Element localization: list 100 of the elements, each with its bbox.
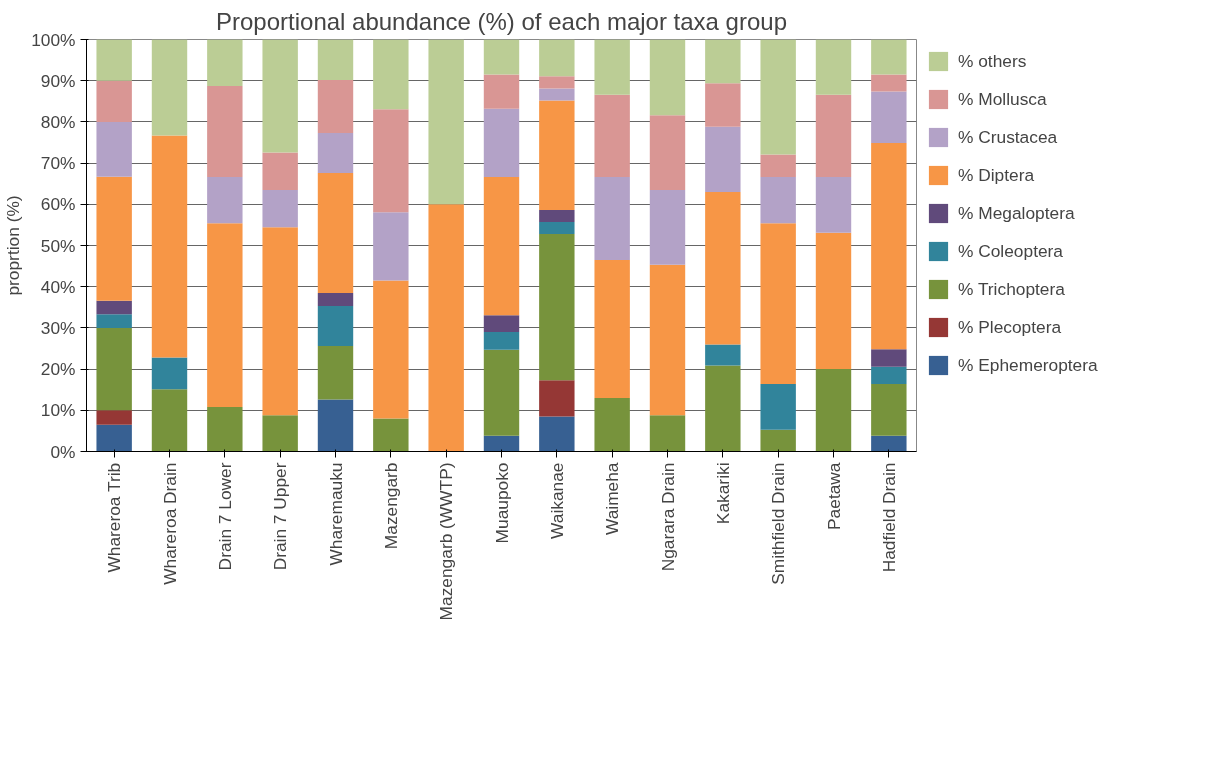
bar — [207, 39, 243, 87]
bar — [705, 83, 741, 127]
bar — [483, 39, 520, 75]
y-tick-label: 40% — [40, 276, 76, 297]
bar — [483, 74, 520, 109]
bar — [151, 39, 188, 136]
bar — [760, 177, 796, 224]
bar — [815, 39, 852, 95]
bar — [705, 126, 741, 192]
bar — [871, 366, 907, 384]
bar — [373, 212, 409, 281]
bar — [317, 172, 354, 293]
legend-label: % Mollusca — [958, 88, 1047, 110]
bar — [96, 39, 132, 81]
bar — [871, 142, 907, 350]
y-tick-label: 80% — [40, 111, 76, 132]
x-tick-label: Mazengarb — [380, 462, 401, 550]
bar — [539, 39, 575, 77]
bar — [649, 39, 686, 116]
bar — [317, 306, 354, 347]
bar — [262, 152, 298, 190]
bar — [151, 357, 188, 390]
bar — [428, 204, 464, 452]
bar — [96, 80, 132, 122]
bar — [539, 222, 575, 234]
x-tick-label: Waikanae — [546, 462, 567, 539]
y-tick-label: 70% — [40, 153, 76, 174]
chart-title: Proportional abundance (%) of each major taxa group — [216, 7, 788, 35]
bar — [96, 121, 132, 177]
bar — [483, 177, 520, 316]
bar — [705, 191, 741, 345]
bar — [594, 259, 630, 398]
x-tick-label: Whareroa Drain — [159, 462, 180, 585]
bar — [96, 410, 132, 425]
x-tick-label: Waimeha — [602, 462, 623, 536]
bar — [96, 176, 132, 301]
x-tick-label: Drain 7 Lower — [214, 462, 235, 571]
bar — [96, 314, 132, 328]
bar — [815, 177, 852, 233]
bar — [317, 346, 354, 400]
bar — [96, 327, 132, 411]
bar — [871, 91, 907, 143]
bar — [705, 39, 741, 84]
bar — [760, 223, 796, 384]
bar — [705, 344, 741, 366]
bar — [871, 39, 907, 75]
bar — [317, 133, 354, 173]
bar — [151, 135, 188, 358]
x-tick-label: Smithfield Drain — [768, 462, 789, 585]
bar — [96, 300, 132, 315]
bar — [594, 397, 630, 452]
bar — [871, 349, 907, 367]
bar — [262, 39, 298, 153]
bar — [705, 365, 741, 452]
bar — [760, 429, 796, 452]
x-tick-label: Hadfield Drain — [878, 462, 899, 573]
legend-label: % Diptera — [958, 164, 1035, 186]
bar — [483, 349, 520, 436]
bar — [649, 115, 686, 190]
bar — [207, 223, 243, 407]
bar — [483, 435, 520, 452]
bar — [262, 227, 298, 416]
bar — [539, 88, 575, 101]
bar — [262, 189, 298, 228]
bar — [262, 415, 298, 452]
bar — [96, 424, 132, 452]
y-tick-label: 100% — [31, 29, 76, 50]
y-axis-title: proprtion (%) — [3, 195, 24, 296]
bar — [373, 39, 409, 110]
y-tick-label: 0% — [50, 441, 76, 462]
bar — [317, 292, 354, 307]
bar — [815, 369, 852, 452]
x-tick-label: Ngarara Drain — [657, 462, 678, 572]
bar — [207, 86, 243, 178]
bar — [373, 280, 409, 419]
bar — [649, 264, 686, 416]
bar — [815, 232, 852, 370]
bar — [373, 109, 409, 213]
x-tick-label: Whareroa Trib — [104, 462, 125, 573]
legend-label: % Megaloptera — [958, 202, 1075, 224]
bar — [594, 39, 630, 95]
bar — [760, 154, 796, 178]
bar — [649, 415, 686, 452]
bar — [760, 383, 796, 430]
bar — [317, 39, 354, 80]
y-tick-label: 30% — [40, 317, 76, 338]
x-tick-label: Kakariki — [712, 462, 733, 525]
bar — [594, 94, 630, 178]
bar — [539, 210, 575, 223]
bar — [539, 416, 575, 452]
bar — [539, 233, 575, 381]
bar — [483, 332, 520, 350]
x-tick-label: Muaupoko — [491, 462, 512, 544]
bar — [428, 39, 464, 205]
y-tick-label: 10% — [40, 400, 76, 421]
x-tick-label: Paetawa — [823, 462, 844, 530]
bar — [373, 418, 409, 452]
x-tick-label: Wharemauku — [325, 462, 346, 566]
x-tick-label: Mazengarb (WWTP) — [436, 462, 457, 621]
bar — [871, 74, 907, 92]
